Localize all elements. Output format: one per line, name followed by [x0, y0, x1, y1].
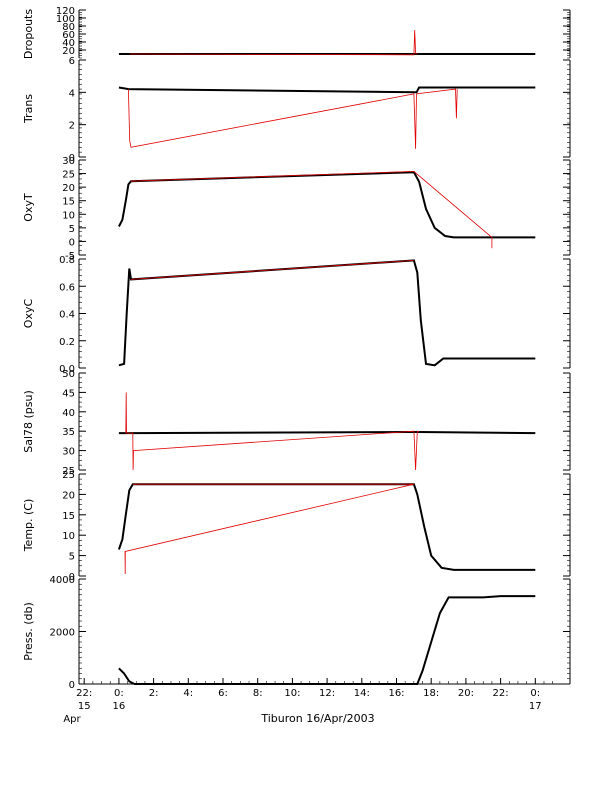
y-tick-label: 0: [69, 237, 75, 248]
y-tick-label: 120: [56, 6, 75, 17]
y-tick-label: 80: [62, 22, 75, 33]
x-tick-label: 18:: [423, 688, 439, 699]
panel-4: 0.0 0.2 0.4 0.6 0.8 OxyC: [22, 255, 571, 375]
y-tick-label: 40: [62, 38, 75, 49]
series-line-2: [129, 29, 418, 56]
y-tick-label: 5: [69, 224, 75, 235]
y-tick-label: 4: [69, 88, 75, 99]
series-line-1: [118, 171, 536, 239]
y-tick-label: 15: [62, 197, 75, 208]
y-tick-label: 25: [62, 170, 75, 181]
y-tick-label: 60: [62, 30, 75, 41]
plot-panels: 20406080100120Dropouts0246Trans-50510152…: [22, 6, 571, 691]
y-axis-title: Trans: [22, 94, 35, 124]
y-tick-label: 4000: [50, 575, 75, 586]
series-line-1: [118, 259, 536, 367]
x-tick-label: 10:: [284, 688, 300, 699]
y-tick-label: 0.0: [59, 364, 75, 375]
x-tick-label: 14:: [354, 688, 370, 699]
y-tick-label: 20: [62, 490, 75, 501]
x-tick-label: 16:: [388, 688, 404, 699]
y-axis-title: OxyT: [22, 193, 35, 222]
y-tick-label: 50: [62, 369, 75, 380]
y-tick-label: 45: [62, 388, 75, 399]
y-tick-label: 40: [62, 408, 75, 419]
y-tick-label: 0: [69, 680, 75, 691]
y-tick-label: 30: [62, 156, 75, 167]
y-tick-label: 10: [62, 210, 75, 221]
y-tick-label: 6: [69, 56, 75, 67]
x-tick-sublabel: 15: [78, 701, 91, 712]
y-tick-label: 15: [62, 511, 75, 522]
series-line-1: [118, 595, 536, 685]
y-tick-label: 5: [69, 552, 75, 563]
y-axis-title: Press. (db): [22, 602, 35, 661]
x-tick-label: 22:: [76, 688, 92, 699]
y-axis-title: Dropouts: [22, 9, 35, 59]
x-tick-label: 2:: [149, 688, 159, 699]
y-axis-title: OxyC: [22, 299, 35, 329]
x-tick-label: 4:: [183, 688, 193, 699]
y-tick-label: -5: [65, 251, 75, 262]
y-axis-title: Sal78 (psu): [22, 390, 35, 453]
y-tick-label: 100: [56, 14, 75, 25]
x-tick-label: 0:: [530, 688, 540, 699]
x-tick-label: 8:: [253, 688, 263, 699]
x-axis-month-label: Apr: [63, 714, 81, 725]
x-axis: 22: 15 0: 16 2: 4: 6: 8: 10: 12: 14: 16: 18: 20: 22: 0:…: [76, 678, 570, 712]
y-tick-label: 2000: [50, 628, 75, 639]
x-tick-sublabel: 16: [113, 701, 126, 712]
series-line-1: [118, 431, 536, 435]
y-tick-label: 30: [62, 447, 75, 458]
y-tick-label: 0.6: [59, 282, 75, 293]
panel-2: 0 2 4 6 Trans: [22, 56, 571, 164]
x-tick-label: 12:: [319, 688, 335, 699]
x-tick-label: 22:: [493, 688, 509, 699]
y-tick-label: 0.8: [59, 255, 75, 266]
y-tick-label: 20: [62, 183, 75, 194]
y-tick-label: 0.4: [59, 310, 75, 321]
x-tick-label: 20:: [458, 688, 474, 699]
series-line-2: [125, 392, 420, 471]
x-tick-label: 0:: [114, 688, 124, 699]
series-line-1: [117, 483, 536, 571]
y-tick-label: 25: [62, 466, 75, 477]
x-tick-label: 6:: [218, 688, 228, 699]
y-tick-label: 10: [62, 531, 75, 542]
y-tick-label: 20: [62, 46, 75, 57]
y-axis-title: Temp. (C): [22, 499, 35, 553]
panel-7: 0 2000 4000 Press. (db): [22, 575, 571, 691]
y-tick-label: 0: [69, 153, 75, 164]
series-line-2: [130, 260, 414, 280]
series-line-1: [118, 86, 536, 94]
series-line-2: [130, 170, 493, 249]
panel-3: -5 0 5 10 15 20 25 30 OxyT: [22, 156, 571, 262]
series-line-2: [124, 483, 414, 575]
y-tick-label: 25: [62, 470, 75, 481]
series-line-2: [128, 88, 458, 149]
panel-6: 0 5 10 15 20 25 Temp. (C): [22, 470, 571, 583]
panel-5: 25 30 35 40 45 50 Sal78 (psu): [22, 369, 571, 477]
y-tick-label: 2: [69, 121, 75, 132]
chart-footer-title: Tiburon 16/Apr/2003: [260, 712, 374, 725]
y-tick-label: 0: [69, 572, 75, 583]
x-tick-sublabel: 17: [529, 701, 542, 712]
y-tick-label: 0.2: [59, 337, 75, 348]
y-tick-label: 35: [62, 427, 75, 438]
